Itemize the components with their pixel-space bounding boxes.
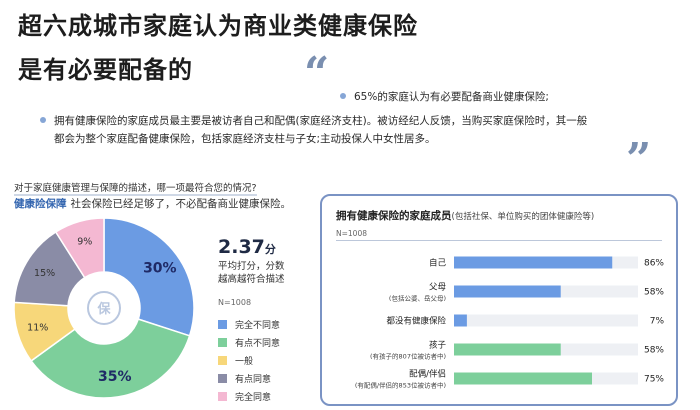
bar	[454, 372, 592, 385]
survey-statement: 健康险保障 社会保险已经足够了，不必配备商业健康保险。	[14, 198, 291, 210]
donut-chart: 30% 35% 11% 15% 9% 保	[6, 210, 202, 406]
shield-icon-label: 保	[96, 301, 111, 317]
bar-category-label: 自己	[429, 258, 447, 269]
sample-size-right: N=1008	[336, 229, 367, 238]
legend-item: 一般	[218, 351, 280, 369]
legend-label: 有点不同意	[235, 338, 281, 349]
pie-label: 30%	[143, 260, 177, 276]
score-description: 平均打分，分数 越高越符合描述	[218, 261, 285, 285]
bullet-item-1: 65%的家庭认为有必要配备商业健康保险;	[340, 88, 549, 106]
bar	[454, 285, 561, 298]
legend-swatch	[218, 373, 227, 383]
pie-label: 35%	[98, 369, 132, 385]
bar-value-label: 7%	[650, 317, 665, 327]
legend-swatch	[218, 355, 227, 365]
legend-label: 完全同意	[235, 392, 272, 403]
bar-category-label: 孩子	[429, 340, 447, 351]
bar-value-label: 58%	[644, 288, 664, 298]
bar-value-label: 86%	[644, 259, 664, 269]
survey-question: 对于家庭健康管理与保障的描述，哪一项最符合您的情况?	[14, 183, 257, 196]
bar-value-label: 75%	[644, 375, 664, 385]
legend-label: 完全不同意	[235, 320, 281, 331]
page-title-line-1: 超六成城市家庭认为商业类健康保险	[12, 6, 424, 41]
bar-category-label: 配偶/伴侣	[409, 369, 446, 380]
bar-category-label: 父母	[429, 283, 446, 293]
panel-title: 拥有健康保险的家庭成员(包括社保、单位购买的团体健康险等)	[336, 210, 595, 222]
bar-category-note: (有配偶/伴侣的853位被访者中)	[355, 381, 446, 390]
family-members-panel: 拥有健康保险的家庭成员(包括社保、单位购买的团体健康险等) N=1008 自己 8…	[320, 194, 678, 406]
close-quote-icon: ”	[626, 134, 652, 185]
page-title-line-2: 是有必要配备的	[12, 50, 199, 85]
shield-icon	[87, 291, 121, 325]
legend-swatch	[218, 337, 227, 347]
pie-slice	[103, 217, 195, 337]
bar	[454, 314, 467, 327]
panel-divider	[336, 240, 662, 241]
pie-label: 15%	[34, 268, 55, 279]
pie-slice	[54, 217, 105, 279]
bullet-dot-icon	[340, 93, 346, 99]
bullet-dot-icon	[40, 117, 46, 123]
legend-label: 一般	[235, 356, 254, 367]
score-value: 2.37	[218, 236, 265, 258]
legend-label: 有点同意	[235, 374, 272, 385]
legend-swatch	[218, 319, 227, 329]
sample-size-left: N=1008	[218, 298, 252, 307]
bar	[454, 343, 561, 356]
average-score: 2.37分 平均打分，分数 越高越符合描述	[218, 236, 285, 286]
pie-slice	[30, 318, 191, 399]
legend-swatch	[218, 391, 227, 401]
pie-label: 9%	[77, 237, 92, 248]
bar	[454, 256, 613, 269]
legend-item: 有点不同意	[218, 333, 280, 351]
bar-category-note: (有孩子的807位被访者中)	[370, 352, 446, 361]
donut-hole	[70, 274, 138, 342]
score-unit: 分	[264, 243, 276, 256]
bar-value-label: 58%	[644, 346, 664, 356]
legend-item: 完全不同意	[218, 315, 280, 333]
bar-category-note: (包括公婆、岳父母)	[389, 294, 446, 303]
legend-item: 完全同意	[218, 387, 280, 405]
pie-label: 11%	[27, 322, 48, 333]
bullet-item-2: 拥有健康保险的家庭成员最主要是被访者自己和配偶(家庭经济支柱)。被访经纪人反馈，…	[40, 112, 660, 148]
legend-item: 有点同意	[218, 369, 280, 387]
open-quote-icon: “	[304, 48, 330, 99]
pie-legend: 完全不同意有点不同意一般有点同意完全同意	[218, 315, 280, 405]
bar-track	[454, 314, 638, 327]
bar-category-label: 都没有健康保险	[386, 316, 446, 327]
